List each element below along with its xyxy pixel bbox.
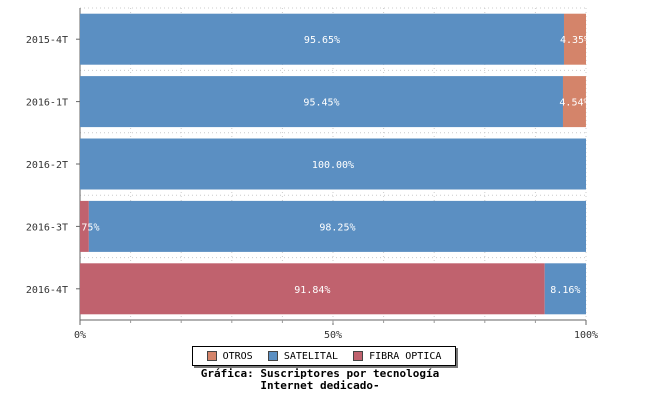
legend: OTROS SATELITAL FIBRA OPTICA <box>192 346 456 366</box>
data-label: 4.35% <box>560 35 590 46</box>
bar-segment-satelital <box>544 263 586 315</box>
legend-item-otros: OTROS <box>206 350 253 362</box>
legend-item-satelital: SATELITAL <box>267 350 338 362</box>
caption-line-2: Internet dedicado- <box>260 379 380 392</box>
y-tick-label: 2015-4T <box>26 35 68 46</box>
y-tick-label: 2016-2T <box>26 160 68 171</box>
legend-label-fibra-optica: FIBRA OPTICA <box>369 350 442 362</box>
data-label: 91.84% <box>294 285 330 296</box>
x-tick-label: 50% <box>324 330 342 341</box>
bar-segment-otros <box>562 76 586 128</box>
x-tick-label: 0% <box>74 330 86 341</box>
bar-segment-fibra-optica <box>80 200 89 252</box>
bar-segment-satelital <box>88 200 586 252</box>
legend-swatch-satelital <box>267 351 278 361</box>
legend-swatch-otros <box>206 351 217 361</box>
legend-label-otros: OTROS <box>222 350 253 362</box>
caption-line-1: Gráfica: Suscriptores por tecnología <box>200 367 440 380</box>
bar-segment-satelital <box>80 76 563 128</box>
bar-segment-fibra-optica <box>80 263 545 315</box>
x-tick-label: 100% <box>574 330 598 341</box>
chart-caption: Gráfica: Suscriptores por tecnología Int… <box>150 368 490 392</box>
legend-item-fibra-optica: FIBRA OPTICA <box>353 351 441 362</box>
y-tick-label: 2016-1T <box>26 98 68 109</box>
data-label: 4.54% <box>559 98 589 109</box>
legend-label-satelital: SATELITAL <box>283 350 338 362</box>
data-label: 100.00% <box>312 160 354 171</box>
bar-segment-otros <box>563 13 586 65</box>
y-tick-label: 2016-3T <box>26 222 68 233</box>
data-label: 98.25% <box>319 222 355 233</box>
data-label: 95.45% <box>303 98 339 109</box>
data-label: 8.16% <box>550 285 580 296</box>
data-label: 95.65% <box>304 35 340 46</box>
bar-segment-satelital <box>80 138 586 190</box>
data-label: 1.75% <box>69 222 99 233</box>
bar-segment-satelital <box>80 13 564 65</box>
legend-swatch-fibra-optica <box>353 351 364 361</box>
y-tick-label: 2016-4T <box>26 285 68 296</box>
